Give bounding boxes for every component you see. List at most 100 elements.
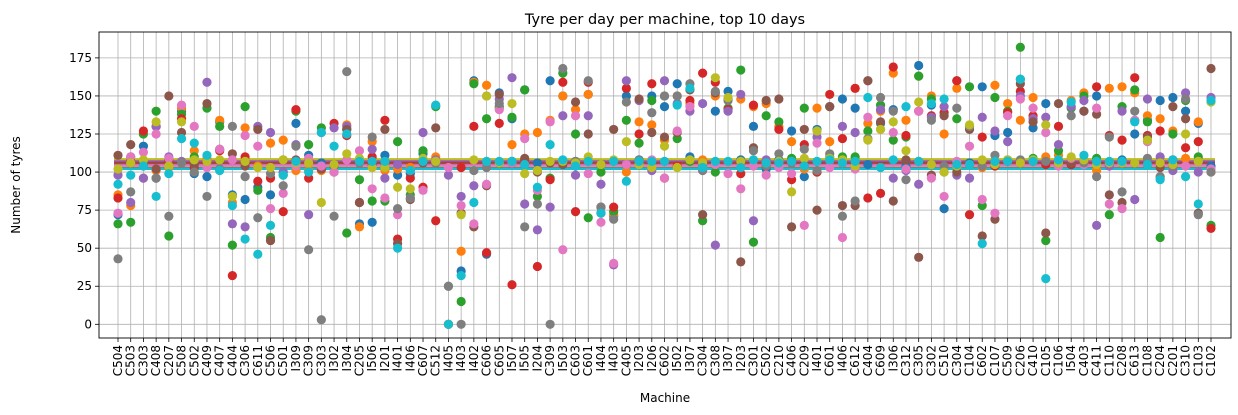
- data-point: [570, 170, 581, 180]
- data-point: [901, 164, 911, 174]
- data-point: [1168, 101, 1178, 112]
- data-point: [1092, 82, 1102, 92]
- x-tick-label: C309: [543, 345, 557, 376]
- data-point: [126, 140, 136, 150]
- data-point: [964, 82, 975, 92]
- data-point: [1180, 114, 1191, 124]
- x-tick-label: I401: [810, 345, 824, 371]
- y-tick-label: 75: [77, 203, 92, 217]
- data-point: [672, 79, 682, 89]
- data-point: [1003, 127, 1013, 138]
- data-point: [113, 219, 123, 229]
- data-point: [1155, 158, 1165, 168]
- data-point: [647, 156, 657, 167]
- data-point: [621, 137, 631, 147]
- data-point: [316, 197, 326, 208]
- data-point: [316, 127, 326, 138]
- data-point: [837, 158, 848, 168]
- data-point: [609, 258, 619, 269]
- data-point: [1142, 117, 1153, 127]
- data-point: [774, 149, 784, 159]
- data-point: [596, 159, 606, 170]
- data-point: [748, 146, 759, 156]
- data-point: [456, 319, 466, 329]
- data-point: [1180, 143, 1191, 153]
- data-point: [672, 162, 682, 173]
- x-tick-label: I406: [835, 345, 849, 371]
- data-point: [1104, 210, 1114, 220]
- data-point: [952, 103, 962, 113]
- data-point: [939, 129, 949, 139]
- x-tick-label: I404: [594, 345, 608, 371]
- data-point: [583, 111, 593, 121]
- x-tick-label: C407: [213, 345, 227, 376]
- data-point: [507, 98, 517, 109]
- y-tick-label: 100: [69, 165, 92, 179]
- data-point: [583, 168, 593, 179]
- data-point: [265, 220, 276, 230]
- data-point: [151, 191, 161, 202]
- x-tick-label: C102: [1204, 345, 1218, 376]
- data-point: [113, 179, 123, 189]
- data-point: [138, 147, 149, 157]
- data-point: [583, 213, 593, 223]
- data-point: [659, 91, 670, 101]
- data-point: [1130, 106, 1140, 116]
- data-point: [863, 92, 873, 103]
- data-point: [1041, 120, 1051, 130]
- data-point: [189, 121, 199, 131]
- data-point: [278, 207, 288, 217]
- data-point: [1130, 158, 1140, 168]
- data-point: [304, 158, 314, 168]
- x-tick-label: C601: [581, 345, 595, 376]
- data-point: [354, 175, 365, 185]
- data-point: [964, 210, 975, 220]
- data-point: [1053, 98, 1064, 109]
- data-point: [672, 126, 682, 136]
- x-tick-label: I406: [403, 345, 417, 371]
- data-point: [329, 123, 339, 133]
- data-point: [888, 155, 898, 165]
- data-point: [1104, 132, 1114, 142]
- x-tick-label: I204: [530, 345, 544, 371]
- data-point: [837, 232, 848, 243]
- data-point: [786, 126, 797, 136]
- data-point: [723, 106, 733, 116]
- data-point: [634, 117, 644, 127]
- data-point: [176, 133, 187, 144]
- data-point: [647, 79, 657, 89]
- data-point: [1028, 117, 1038, 127]
- data-point: [621, 115, 631, 125]
- data-point: [875, 188, 886, 198]
- data-point: [926, 98, 936, 109]
- data-point: [1180, 94, 1191, 104]
- data-point: [698, 210, 708, 220]
- data-point: [609, 156, 619, 167]
- data-point: [977, 155, 987, 165]
- data-point: [977, 239, 987, 249]
- data-point: [875, 117, 886, 127]
- data-point: [1053, 155, 1064, 165]
- data-point: [837, 121, 848, 131]
- data-point: [621, 159, 631, 170]
- x-tick-label: C208: [1115, 345, 1129, 376]
- data-point: [342, 66, 352, 77]
- data-point: [901, 115, 911, 125]
- data-point: [215, 155, 225, 165]
- x-tick-label: I203: [632, 345, 646, 371]
- data-point: [215, 165, 225, 176]
- data-point: [926, 173, 936, 183]
- data-point: [164, 91, 174, 101]
- data-point: [914, 106, 924, 116]
- data-point: [1142, 135, 1153, 145]
- x-tick-label: C205: [352, 345, 366, 376]
- data-point: [761, 95, 771, 106]
- data-point: [634, 129, 644, 139]
- data-point: [545, 140, 555, 150]
- data-point: [558, 91, 568, 101]
- data-point: [113, 193, 123, 203]
- y-axis: 0 25 50 75 100 125 150 175: [69, 51, 99, 331]
- x-tick-label: C304: [950, 345, 964, 376]
- data-point: [914, 60, 924, 71]
- data-point: [1066, 152, 1076, 162]
